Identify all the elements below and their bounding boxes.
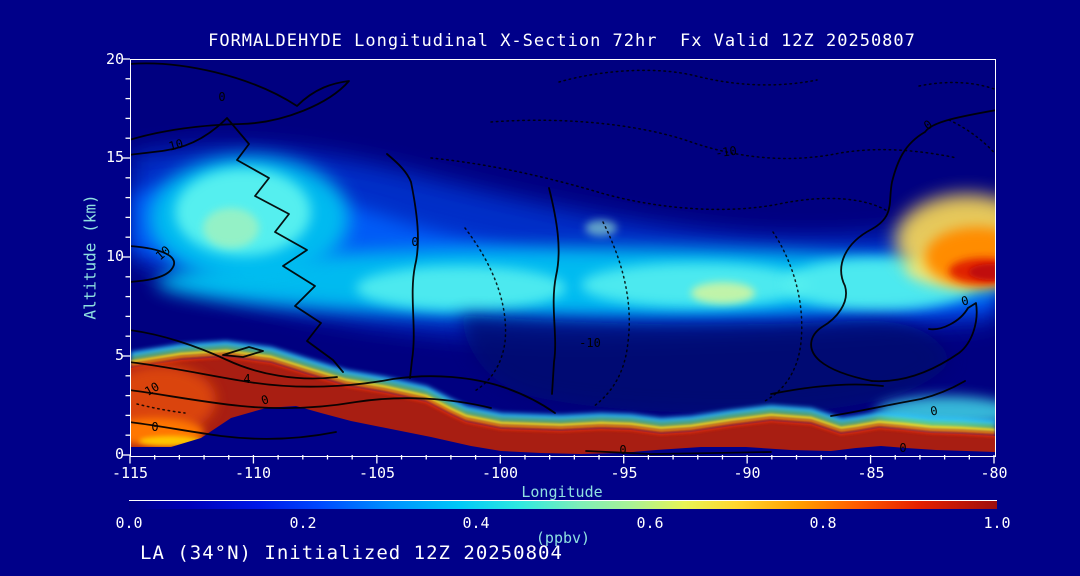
x-tick-label: -95	[610, 464, 638, 482]
y-axis-title: Altitude (km)	[80, 194, 100, 320]
x-tick-label: -110	[234, 464, 272, 482]
x-tick-label: -115	[111, 464, 149, 482]
colorbar-tick-label: 0.4	[462, 514, 490, 532]
contour-label: 0	[151, 420, 159, 434]
x-tick-label: -85	[857, 464, 885, 482]
x-tick-label: -100	[481, 464, 519, 482]
colorbar-tick-label: 1.0	[983, 514, 1011, 532]
x-tick-label: -90	[733, 464, 761, 482]
contour-plot	[130, 59, 996, 457]
colorbar	[129, 500, 997, 509]
x-tick-label: -105	[358, 464, 396, 482]
page-title: FORMALDEHYDE Longitudinal X-Section 72hr…	[208, 31, 916, 51]
x-axis-title: Longitude	[521, 483, 603, 501]
y-tick-label: 15	[105, 148, 124, 166]
contour-label: 0	[619, 443, 627, 457]
contour-label: 4	[243, 372, 251, 386]
init-annotation: LA (34°N) Initialized 12Z 20250804	[140, 542, 563, 564]
contour-label: 0	[411, 235, 419, 249]
contour-label: 0	[218, 90, 226, 104]
y-tick-label: 20	[105, 50, 124, 68]
colorbar-tick-label: 0.8	[809, 514, 837, 532]
y-tick-label: 10	[105, 247, 124, 265]
colorbar-units-label: (ppbv)	[535, 529, 591, 547]
y-tick-label: 0	[114, 445, 124, 463]
contour-label: 0	[899, 441, 907, 455]
contour-field	[131, 60, 995, 456]
y-tick-label: 5	[114, 346, 124, 364]
colorbar-tick-label: 0.0	[115, 514, 143, 532]
contour-label: -10	[579, 336, 601, 350]
colorbar-tick-label: 0.2	[289, 514, 317, 532]
colorbar-tick-label: 0.6	[636, 514, 664, 532]
x-tick-label: -80	[980, 464, 1008, 482]
